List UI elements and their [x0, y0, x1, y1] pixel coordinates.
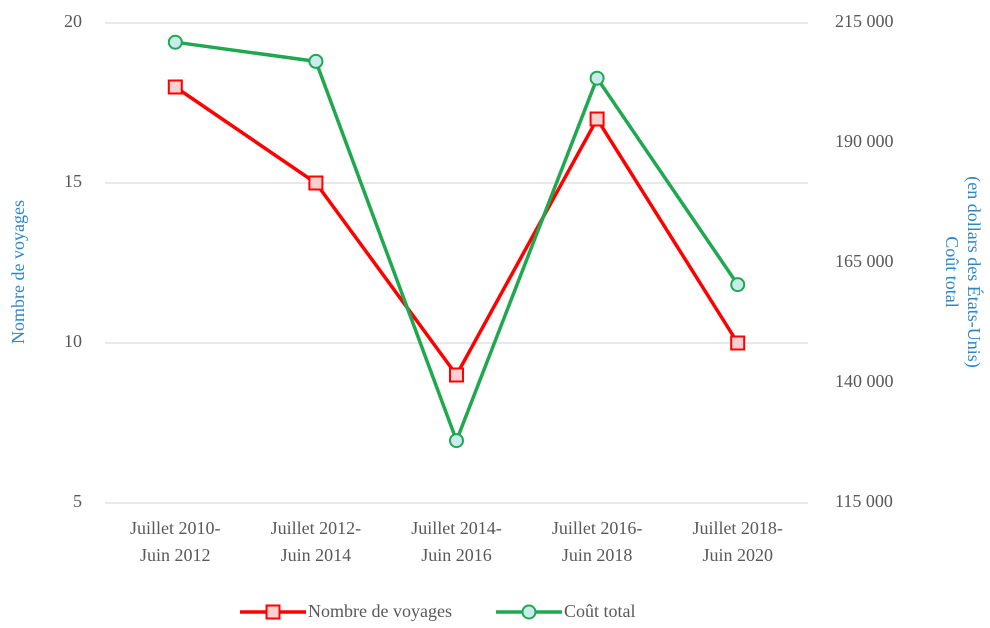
y-tick-label: 20: [64, 11, 82, 31]
y2-tick-label: 215 000: [835, 11, 894, 31]
y-axis-title: Nombre de voyages: [8, 200, 28, 344]
legend-label: Coût total: [564, 601, 636, 621]
point: [449, 433, 464, 449]
legend-label: Nombre de voyages: [308, 601, 452, 621]
x-tick-label: Juillet 2016-Juin 2018: [552, 518, 643, 565]
y2-tick-label: 190 000: [835, 131, 894, 151]
point: [730, 335, 746, 351]
y-tick-label: 10: [64, 331, 82, 351]
point: [308, 53, 324, 69]
point: [308, 175, 324, 191]
point: [449, 367, 464, 383]
point: [730, 277, 746, 293]
y2-axis-title: Coût total: [942, 236, 962, 308]
y2-axis-title: (en dollars des États-Unis): [963, 176, 985, 367]
x-tick-label: Juillet 2014-Juin 2016: [411, 518, 502, 565]
legend-marker: [265, 604, 281, 620]
point: [167, 79, 183, 95]
x-tick-label: Juillet 2012-Juin 2014: [271, 518, 362, 565]
point: [589, 111, 605, 127]
x-tick-label: Juillet 2010-Juin 2012: [130, 518, 221, 565]
y2-tick-label: 165 000: [835, 251, 894, 271]
y-tick-label: 5: [73, 491, 82, 511]
point: [167, 34, 183, 50]
y2-tick-label: 115 000: [835, 491, 893, 511]
series-line: [174, 85, 740, 379]
x-tick-label: Juillet 2018-Juin 2020: [692, 518, 783, 565]
y-tick-label: 15: [64, 171, 82, 191]
y2-tick-label: 140 000: [835, 371, 894, 391]
point: [589, 70, 605, 86]
legend-marker: [521, 604, 537, 620]
